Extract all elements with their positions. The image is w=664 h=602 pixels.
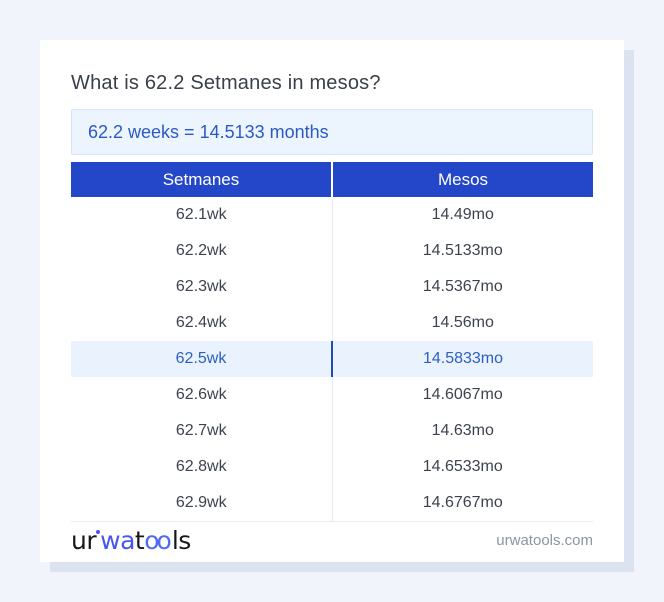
mesos-cell: 14.6767mo: [422, 494, 503, 511]
card-content: What is 62.2 Setmanes in mesos? 62.2 wee…: [40, 40, 624, 522]
card-footer: ur watoo ls urwatools.com: [40, 522, 624, 562]
table-row[interactable]: 62.3wk 14.5367mo: [71, 269, 593, 305]
table-header-row: Setmanes Mesos: [71, 162, 593, 197]
logo-text-oo: oo: [144, 525, 172, 555]
mesos-cell: 14.49mo: [431, 206, 494, 223]
answer-text: 62.2 weeks = 14.5133 months: [88, 121, 329, 142]
table-row[interactable]: 62.9wk 14.6767mo: [71, 485, 593, 521]
setmanes-cell: 62.3wk: [71, 269, 333, 305]
setmanes-cell: 62.7wk: [71, 413, 333, 449]
site-domain: urwatools.com: [496, 531, 593, 549]
setmanes-cell: 62.4wk: [71, 305, 333, 341]
setmanes-cell: 62.2wk: [71, 233, 333, 269]
table-row[interactable]: 62.6wk 14.6067mo: [71, 377, 593, 413]
answer-box: 62.2 weeks = 14.5133 months: [71, 109, 593, 155]
mesos-cell: 14.5833mo: [422, 350, 504, 367]
conversion-card: What is 62.2 Setmanes in mesos? 62.2 wee…: [40, 40, 624, 562]
table-row[interactable]: 62.5wk 14.5833mo: [71, 341, 593, 377]
setmanes-cell: 62.6wk: [71, 377, 333, 413]
table-row[interactable]: 62.2wk 14.5133mo: [71, 233, 593, 269]
logo-text-ur: ur: [71, 525, 97, 555]
mesos-cell: 14.6067mo: [422, 386, 503, 403]
conversion-table: Setmanes Mesos 62.1wk 14.49mo 62.2wk 14.513…: [71, 162, 593, 522]
table-row[interactable]: 62.7wk 14.63mo: [71, 413, 593, 449]
table-row[interactable]: 62.4wk 14.56mo: [71, 305, 593, 341]
setmanes-cell: 62.1wk: [71, 197, 333, 233]
table-row[interactable]: 62.1wk 14.49mo: [71, 197, 593, 233]
setmanes-column-header: Setmanes: [71, 162, 333, 197]
logo-text-wa: wa: [100, 525, 135, 555]
setmanes-cell: 62.5wk: [71, 341, 333, 377]
logo-ring-icon: [96, 529, 101, 534]
page-title: What is 62.2 Setmanes in mesos?: [71, 72, 381, 94]
table-body: 62.1wk 14.49mo 62.2wk 14.5133mo 62.3wk 14.536…: [71, 197, 593, 521]
table-row[interactable]: 62.8wk 14.6533mo: [71, 449, 593, 485]
setmanes-cell: 62.8wk: [71, 449, 333, 485]
mesos-cell: 14.56mo: [431, 314, 494, 331]
mesos-cell: 14.5133mo: [422, 242, 503, 259]
setmanes-cell: 62.9wk: [71, 485, 333, 521]
logo-text-ls: ls: [171, 525, 191, 555]
mesos-cell: 14.63mo: [431, 422, 494, 439]
urwatools-logo: ur watoo ls: [71, 528, 191, 553]
mesos-column-header: Mesos: [437, 169, 489, 189]
logo-text-t: t: [134, 525, 145, 555]
mesos-cell: 14.6533mo: [422, 458, 503, 475]
mesos-cell: 14.5367mo: [422, 278, 503, 295]
